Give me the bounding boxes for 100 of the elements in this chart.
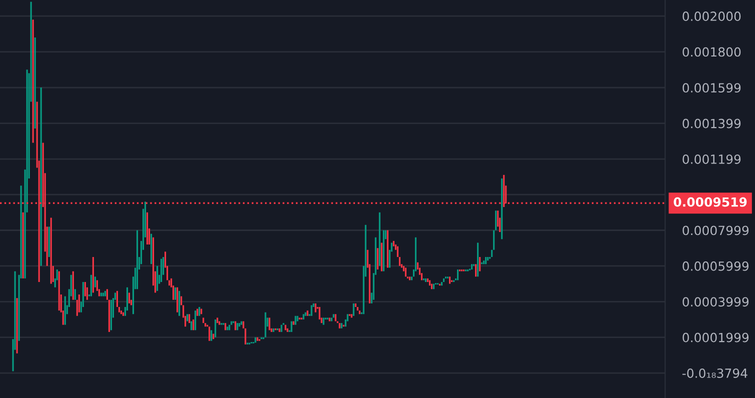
candlestick [487,257,489,261]
candlestick [78,294,80,312]
candlestick [50,218,52,284]
y-tick-label: 0.0005999 [682,261,749,271]
candlestick [226,326,228,330]
candlestick [150,234,152,264]
candlestick [40,87,42,266]
candlestick [212,334,214,340]
candlestick [392,240,394,246]
candlestick [404,268,407,277]
candlestick [202,318,204,324]
candlestick [493,230,495,250]
candlestick [238,323,240,327]
candlestick [178,290,180,316]
candlestick [356,306,358,311]
candlestick [224,323,226,330]
candlestick [156,266,158,291]
candlestick [378,212,380,266]
candlestick [340,323,342,328]
y-tick-label: 0.001599 [682,83,741,93]
candlestick [196,308,198,316]
candlestick [94,276,96,288]
candlestick [218,321,220,325]
candlestick [284,324,286,330]
candlestick [146,212,148,245]
candlestick [501,178,503,240]
y-tick-label: 0.001199 [682,154,741,164]
candlestick [58,271,60,311]
candlestick [192,319,194,330]
candlestick [216,318,218,324]
candlestick [292,321,294,325]
candlestick [495,210,497,230]
y-tick-label: 0.002000 [682,12,741,21]
candlestick [358,310,360,314]
candlestick [34,37,36,128]
candlestick [382,230,384,272]
candlestick [296,316,298,322]
candlestick [306,310,308,316]
candlestick [475,264,477,277]
candlestick [440,282,443,286]
candlestick [118,306,120,312]
candlestick [398,257,400,266]
candlestick [128,292,130,304]
candlestick [116,290,118,307]
candlestick [64,296,66,325]
candlestick [264,312,266,338]
candlestick [280,324,282,332]
candlestick [268,318,270,330]
candlestick [386,230,388,268]
candlestick [108,300,110,332]
candlestick [210,330,212,341]
candlestick [110,300,112,330]
candlestick [104,290,106,296]
candlestick [491,250,493,258]
candlestick [380,242,382,272]
candlestick [334,314,336,322]
candlestick [122,312,124,316]
candlestick [230,321,232,325]
candlestick [479,257,481,272]
candlestick [120,310,122,314]
candlestick [328,318,330,322]
candlestick [408,276,411,280]
candlestick [442,278,445,282]
candlestick [136,230,138,290]
candlestick [174,287,176,300]
candlestick [471,264,473,270]
ref-line-label: 0.0009519 [674,197,747,207]
candlestick [242,321,244,328]
candlestick [22,212,24,278]
y-tick-label: 0.001800 [682,47,741,57]
candlestick [106,289,108,300]
candlestick [244,328,246,344]
candlestick [168,280,170,286]
candlestick [332,314,334,318]
candlestick [100,292,102,296]
candlestick [90,274,92,296]
candlestick [256,337,258,341]
candlestick [448,276,451,284]
candlestick [84,282,86,296]
candlestick [160,258,162,282]
candlestick [302,314,304,320]
candlestick [236,323,238,330]
candlestick [204,323,206,327]
candlestick [426,278,429,282]
candlestick [186,314,188,322]
candlestick [304,312,306,316]
candlestick [477,242,479,277]
candlestick [198,306,200,316]
candlestick [456,270,459,280]
candlestick [410,276,413,280]
candlestick [194,310,196,330]
candlestick [48,226,50,258]
candlestick [376,248,378,270]
y-tick-label: -0.0₁₈3794 [682,368,748,378]
candlestick [74,289,76,300]
candlestick [424,278,427,282]
candlestick [322,318,324,325]
candlestick [314,303,316,312]
candlestick [338,323,340,328]
candlestick [286,328,288,332]
